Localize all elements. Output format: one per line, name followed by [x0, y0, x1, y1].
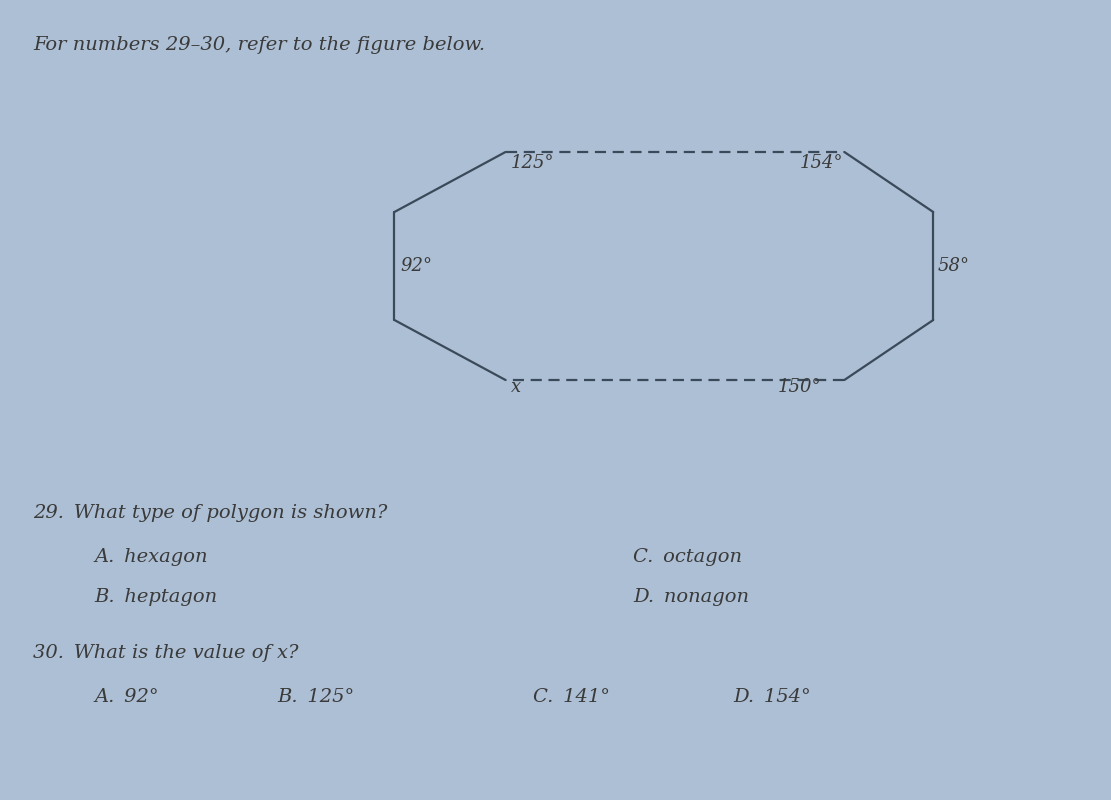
- Text: A. 92°: A. 92°: [94, 688, 159, 706]
- Text: C. octagon: C. octagon: [633, 548, 742, 566]
- Text: For numbers 29–30, refer to the figure below.: For numbers 29–30, refer to the figure b…: [33, 36, 486, 54]
- Text: D. 154°: D. 154°: [733, 688, 811, 706]
- Text: B. heptagon: B. heptagon: [94, 588, 218, 606]
- Text: B. 125°: B. 125°: [278, 688, 356, 706]
- Text: 92°: 92°: [400, 257, 432, 274]
- Text: 30. What is the value of x?: 30. What is the value of x?: [33, 644, 299, 662]
- Text: x: x: [511, 378, 521, 396]
- Text: 154°: 154°: [800, 154, 843, 171]
- Text: D. nonagon: D. nonagon: [633, 588, 749, 606]
- Text: 150°: 150°: [778, 378, 821, 396]
- Text: 29. What type of polygon is shown?: 29. What type of polygon is shown?: [33, 504, 388, 522]
- Text: A. hexagon: A. hexagon: [94, 548, 208, 566]
- Text: 125°: 125°: [511, 154, 554, 171]
- Text: C. 141°: C. 141°: [533, 688, 610, 706]
- Text: 58°: 58°: [938, 257, 970, 274]
